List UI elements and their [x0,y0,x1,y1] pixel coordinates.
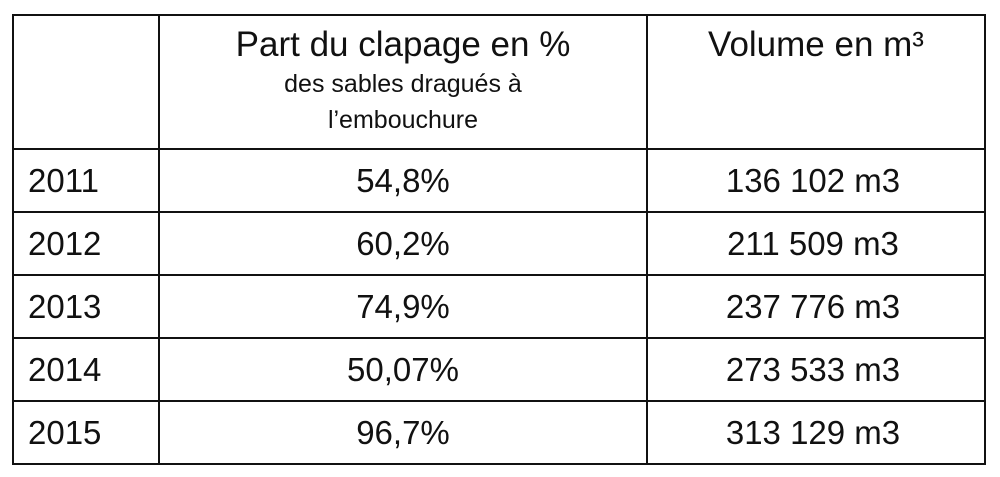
table-row: 2015 96,7% 313 129 m3 [12,400,986,465]
header-volume-title: Volume en m³ [708,25,924,64]
year-cell: 2015 [12,400,160,465]
volume-cell: 313 129 m3 [646,400,986,465]
dredging-table: Part du clapage en % des sables dragués … [12,14,986,465]
header-share: Part du clapage en % des sables dragués … [158,14,648,150]
share-cell: 74,9% [158,274,648,339]
header-share-title: Part du clapage en % [235,25,571,64]
table-header-row: Part du clapage en % des sables dragués … [12,14,986,150]
year-cell: 2014 [12,337,160,402]
year-cell: 2011 [12,148,160,213]
table-row: 2013 74,9% 237 776 m3 [12,274,986,339]
volume-cell: 237 776 m3 [646,274,986,339]
volume-cell: 136 102 m3 [646,148,986,213]
header-year-empty [12,14,160,150]
share-cell: 50,07% [158,337,648,402]
volume-cell: 273 533 m3 [646,337,986,402]
share-cell: 54,8% [158,148,648,213]
share-cell: 60,2% [158,211,648,276]
table-row: 2011 54,8% 136 102 m3 [12,148,986,213]
year-cell: 2013 [12,274,160,339]
table-row: 2014 50,07% 273 533 m3 [12,337,986,402]
volume-cell: 211 509 m3 [646,211,986,276]
share-cell: 96,7% [158,400,648,465]
table-row: 2012 60,2% 211 509 m3 [12,211,986,276]
year-cell: 2012 [12,211,160,276]
header-share-subtitle-2: l’embouchure [327,106,479,134]
header-volume: Volume en m³ [646,14,986,150]
header-share-subtitle-1: des sables dragués à [284,70,522,98]
